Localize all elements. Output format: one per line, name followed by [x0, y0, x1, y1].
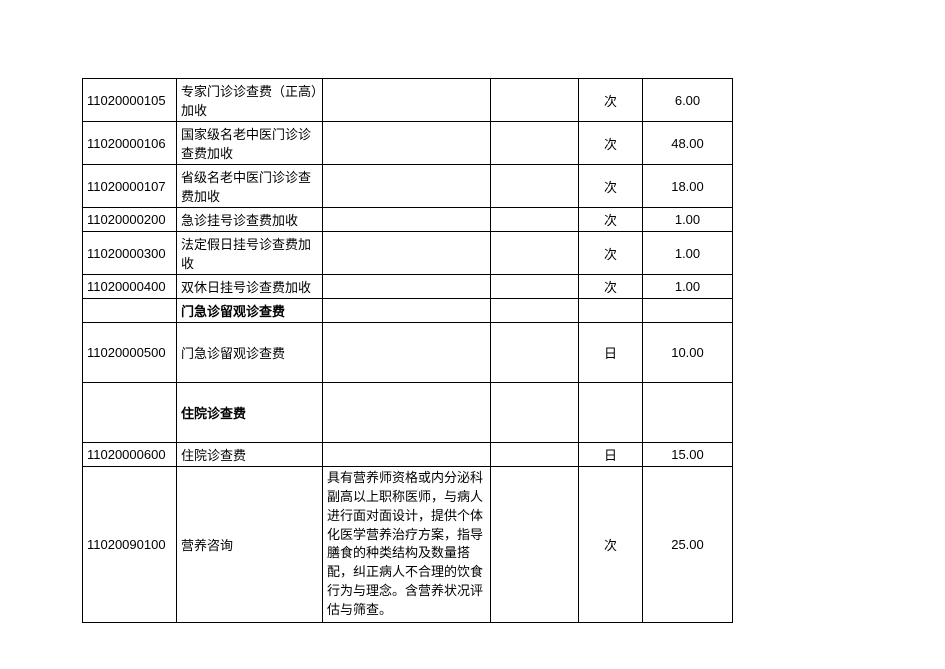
cell-desc — [323, 122, 491, 165]
cell-blank — [491, 467, 579, 623]
cell-unit: 日 — [579, 323, 643, 383]
cell-blank — [491, 383, 579, 443]
cell-code: 11020000300 — [83, 232, 177, 275]
cell-name-header: 住院诊查费 — [177, 383, 323, 443]
cell-desc — [323, 443, 491, 467]
cell-price: 1.00 — [643, 232, 733, 275]
cell-blank — [491, 275, 579, 299]
cell-code: 11020000107 — [83, 165, 177, 208]
cell-price: 15.00 — [643, 443, 733, 467]
table-row: 11020000300 法定假日挂号诊查费加收 次 1.00 — [83, 232, 733, 275]
cell-price: 10.00 — [643, 323, 733, 383]
cell-code — [83, 299, 177, 323]
cell-name: 营养咨询 — [177, 467, 323, 623]
cell-unit: 次 — [579, 208, 643, 232]
cell-unit: 次 — [579, 275, 643, 299]
cell-unit — [579, 383, 643, 443]
cell-name: 双休日挂号诊查费加收 — [177, 275, 323, 299]
fee-table: 11020000105 专家门诊诊查费（正高）加收 次 6.00 1102000… — [82, 78, 733, 623]
cell-desc: 具有营养师资格或内分泌科副高以上职称医师，与病人进行面对面设计，提供个体化医学营… — [323, 467, 491, 623]
cell-code — [83, 383, 177, 443]
table-row: 11020000105 专家门诊诊查费（正高）加收 次 6.00 — [83, 79, 733, 122]
cell-name: 省级名老中医门诊诊查费加收 — [177, 165, 323, 208]
table-row: 11020000200 急诊挂号诊查费加收 次 1.00 — [83, 208, 733, 232]
cell-code: 11020000500 — [83, 323, 177, 383]
cell-unit: 日 — [579, 443, 643, 467]
table-row: 11020000500 门急诊留观诊查费 日 10.00 — [83, 323, 733, 383]
cell-price: 1.00 — [643, 208, 733, 232]
cell-desc — [323, 299, 491, 323]
cell-name: 门急诊留观诊查费 — [177, 323, 323, 383]
cell-code: 11020000400 — [83, 275, 177, 299]
cell-name: 专家门诊诊查费（正高）加收 — [177, 79, 323, 122]
cell-unit: 次 — [579, 165, 643, 208]
cell-code: 11020000200 — [83, 208, 177, 232]
table-row: 11020090100 营养咨询 具有营养师资格或内分泌科副高以上职称医师，与病… — [83, 467, 733, 623]
table-row: 住院诊查费 — [83, 383, 733, 443]
cell-name: 国家级名老中医门诊诊查费加收 — [177, 122, 323, 165]
cell-code: 11020000105 — [83, 79, 177, 122]
cell-blank — [491, 299, 579, 323]
cell-price — [643, 383, 733, 443]
cell-blank — [491, 165, 579, 208]
cell-desc — [323, 79, 491, 122]
cell-price: 6.00 — [643, 79, 733, 122]
cell-unit: 次 — [579, 467, 643, 623]
cell-desc — [323, 208, 491, 232]
cell-name: 住院诊查费 — [177, 443, 323, 467]
cell-unit: 次 — [579, 79, 643, 122]
fee-table-wrapper: 11020000105 专家门诊诊查费（正高）加收 次 6.00 1102000… — [82, 78, 733, 623]
table-row: 门急诊留观诊查费 — [83, 299, 733, 323]
cell-blank — [491, 443, 579, 467]
cell-blank — [491, 79, 579, 122]
cell-price — [643, 299, 733, 323]
cell-price: 48.00 — [643, 122, 733, 165]
cell-desc — [323, 232, 491, 275]
cell-code: 11020090100 — [83, 467, 177, 623]
cell-price: 1.00 — [643, 275, 733, 299]
cell-desc — [323, 383, 491, 443]
cell-code: 11020000106 — [83, 122, 177, 165]
cell-price: 18.00 — [643, 165, 733, 208]
cell-desc — [323, 165, 491, 208]
cell-blank — [491, 122, 579, 165]
table-row: 11020000400 双休日挂号诊查费加收 次 1.00 — [83, 275, 733, 299]
cell-unit — [579, 299, 643, 323]
cell-unit: 次 — [579, 122, 643, 165]
cell-blank — [491, 323, 579, 383]
cell-name-header: 门急诊留观诊查费 — [177, 299, 323, 323]
table-row: 11020000106 国家级名老中医门诊诊查费加收 次 48.00 — [83, 122, 733, 165]
cell-name: 法定假日挂号诊查费加收 — [177, 232, 323, 275]
cell-name: 急诊挂号诊查费加收 — [177, 208, 323, 232]
cell-blank — [491, 208, 579, 232]
cell-unit: 次 — [579, 232, 643, 275]
cell-price: 25.00 — [643, 467, 733, 623]
cell-code: 11020000600 — [83, 443, 177, 467]
table-row: 11020000107 省级名老中医门诊诊查费加收 次 18.00 — [83, 165, 733, 208]
cell-desc — [323, 275, 491, 299]
cell-blank — [491, 232, 579, 275]
cell-desc — [323, 323, 491, 383]
table-row: 11020000600 住院诊查费 日 15.00 — [83, 443, 733, 467]
